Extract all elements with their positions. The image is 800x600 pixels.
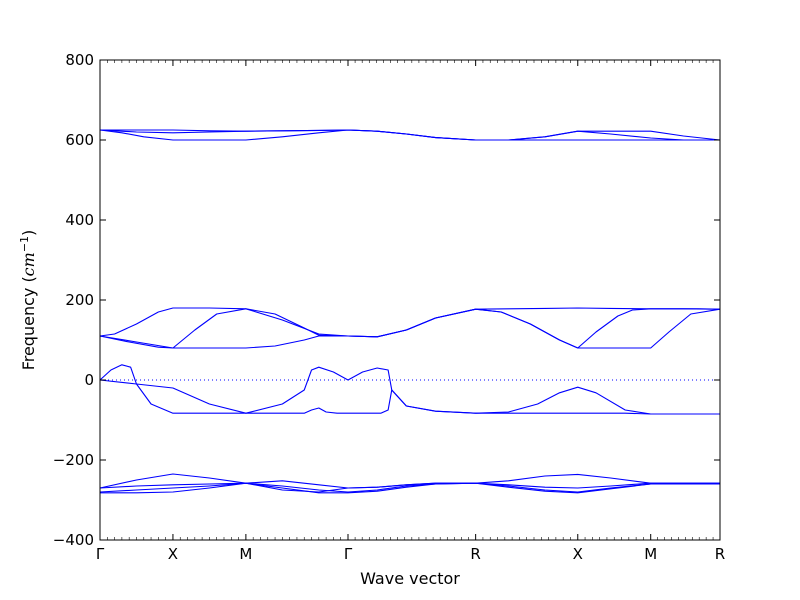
- x-tick-label: M: [239, 545, 252, 563]
- y-tick-label: 200: [65, 291, 94, 309]
- y-tick-label: 800: [65, 51, 94, 69]
- dispersion-bands: [99, 129, 721, 494]
- y-axis: −400 −200 0 200 400 600 800: [53, 51, 720, 549]
- x-tick-label: X: [573, 545, 583, 563]
- x-tick-label: R: [470, 545, 480, 563]
- x-tick-label: Γ: [344, 545, 353, 563]
- x-tick-label: M: [644, 545, 657, 563]
- y-tick-label: −400: [53, 531, 94, 549]
- x-tick-label: Γ: [96, 545, 105, 563]
- band-line-10: [99, 480, 720, 489]
- y-tick-label: 0: [84, 371, 94, 389]
- y-tick-label: 600: [65, 131, 94, 149]
- band-line-3: [99, 129, 720, 141]
- y-axis-label: Frequency (cm−1): [18, 230, 39, 371]
- x-tick-label: R: [715, 545, 725, 563]
- band-line-12: [100, 482, 720, 494]
- band-line-8: [99, 366, 720, 415]
- x-minor-ticks: [106, 60, 714, 540]
- band-line-11: [99, 482, 720, 493]
- band-line-6: [99, 308, 721, 349]
- y-tick-label: −200: [53, 451, 94, 469]
- y-tick-label: 400: [65, 211, 94, 229]
- x-axis-label: Wave vector: [360, 569, 460, 588]
- x-tick-label: X: [168, 545, 178, 563]
- band-line-7: [99, 364, 720, 415]
